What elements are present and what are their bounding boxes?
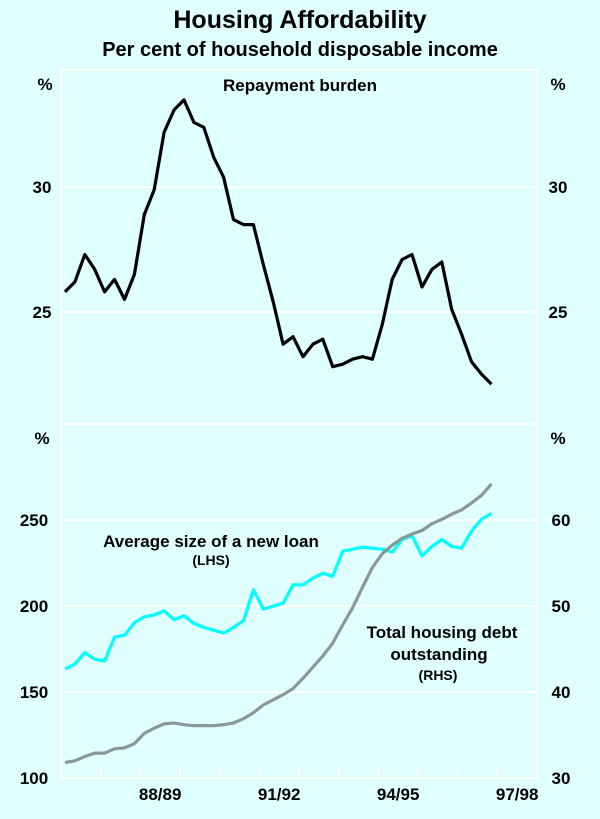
- bottom-right-tick-label: 60: [552, 511, 571, 530]
- average-loan-size-line: [64, 512, 493, 671]
- top-panel-tick-labels: 25 25 30 30: [33, 178, 568, 322]
- bottom-left-tick-label: 250: [20, 511, 48, 530]
- bottom-panel: % % 100 150 200 250 30 40 50 60 88/89 91/92 94/95…: [20, 423, 571, 804]
- bottom-panel-series: [64, 483, 493, 765]
- bottom-right-tick-label: 40: [552, 683, 571, 702]
- top-right-tick-label: 30: [549, 178, 568, 197]
- chart-title: Housing Affordability: [173, 6, 426, 34]
- x-tick-label: 88/89: [139, 785, 182, 804]
- debt-axis-note: (RHS): [419, 667, 458, 683]
- bottom-panel-gridlines: [61, 519, 537, 694]
- x-axis-tick-labels: 88/89 91/92 94/95 97/98: [139, 785, 539, 804]
- debt-annotation-line1: Total housing debt: [367, 623, 518, 642]
- bottom-left-tick-label: 150: [20, 683, 48, 702]
- repayment-burden-line: [63, 98, 493, 386]
- loan-size-annotation: Average size of a new loan: [103, 532, 319, 551]
- debt-annotation-line2: outstanding: [390, 645, 487, 664]
- bottom-panel-frame: [60, 423, 538, 779]
- top-left-tick-label: 30: [33, 178, 52, 197]
- x-tick-label: 97/98: [496, 785, 539, 804]
- top-panel-title: Repayment burden: [223, 76, 377, 95]
- bottom-panel-tick-labels: 100 150 200 250 30 40 50 60: [20, 511, 571, 788]
- top-panel-series: [63, 98, 493, 386]
- loan-size-axis-note: (LHS): [192, 552, 229, 568]
- x-tick-label: 91/92: [258, 785, 301, 804]
- top-left-unit-label: %: [37, 75, 52, 94]
- top-left-tick-label: 25: [33, 303, 52, 322]
- bottom-left-unit-label: %: [34, 429, 49, 448]
- top-panel: Repayment burden % % 25 25 30 30: [33, 69, 568, 425]
- total-housing-debt-line: [64, 483, 493, 765]
- x-tick-label: 94/95: [377, 785, 420, 804]
- bottom-right-unit-label: %: [550, 429, 565, 448]
- top-panel-gridlines: [61, 186, 537, 313]
- bottom-left-tick-label: 200: [20, 597, 48, 616]
- top-right-unit-label: %: [550, 75, 565, 94]
- top-right-tick-label: 25: [549, 303, 568, 322]
- chart-subtitle: Per cent of household disposable income: [102, 39, 498, 61]
- x-axis-ticks: [99, 768, 499, 778]
- bottom-left-tick-label: 100: [20, 769, 48, 788]
- bottom-right-tick-label: 50: [552, 597, 571, 616]
- top-panel-frame: [60, 69, 538, 425]
- bottom-right-tick-label: 30: [552, 769, 571, 788]
